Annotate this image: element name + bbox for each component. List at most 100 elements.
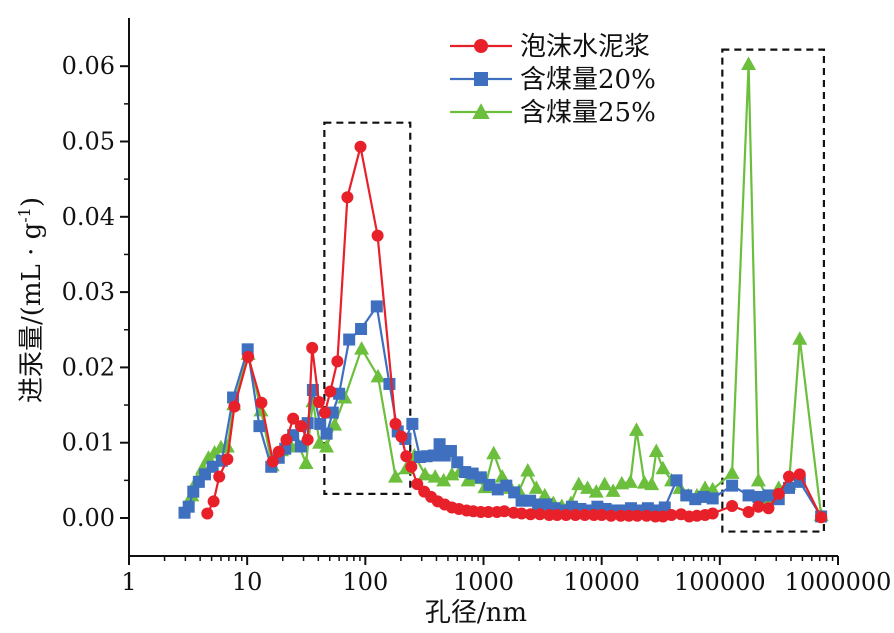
data-point-circle [306, 341, 319, 354]
x-tick-label: 100000 [674, 568, 766, 596]
data-point-square [670, 474, 683, 487]
data-point-square [474, 72, 488, 86]
data-point-triangle [436, 472, 452, 487]
data-point-triangle [537, 487, 553, 502]
data-point-circle [242, 350, 255, 363]
data-point-circle [221, 453, 234, 466]
data-point-triangle [622, 474, 638, 488]
data-point-circle [640, 509, 653, 522]
series-layer [178, 56, 829, 524]
data-point-circle [815, 511, 828, 524]
data-point-square [406, 417, 419, 430]
data-point-triangle [644, 476, 660, 491]
legend-item: 泡沫水泥浆 [450, 32, 650, 62]
data-point-circle [207, 495, 220, 508]
y-tick-label: 0.01 [62, 429, 115, 457]
data-point-circle [354, 140, 367, 153]
data-point-square [742, 489, 755, 502]
data-point-square [726, 479, 739, 492]
data-point-triangle [580, 480, 596, 494]
data-point-triangle [588, 484, 604, 498]
data-point-circle [569, 508, 582, 521]
data-point-triangle [494, 469, 510, 483]
series-line [206, 146, 823, 518]
data-point-square [650, 504, 663, 517]
data-point-square [582, 504, 595, 517]
legend-item: 含煤量25% [450, 98, 656, 128]
data-point-circle [578, 508, 591, 521]
y-axis-title-end: ) [17, 197, 47, 207]
x-axis-title: 孔径/nm [425, 598, 527, 628]
data-point-circle [301, 433, 314, 446]
data-point-triangle [387, 469, 403, 483]
data-point-circle [280, 433, 293, 446]
data-point-square [565, 500, 578, 513]
axes: 1 10 100 1000 10000 100000 1000000 0.00 0.01 0.02… [62, 18, 892, 596]
data-point-circle [752, 500, 765, 513]
data-point-square [314, 417, 327, 430]
data-point-square [451, 456, 464, 469]
data-point-circle [294, 420, 307, 433]
data-point-circle [213, 470, 226, 483]
y-tick-label: 0.06 [62, 52, 115, 80]
data-point-circle [474, 39, 488, 53]
data-point-triangle [298, 455, 314, 470]
data-point-circle [324, 385, 337, 398]
data-point-triangle [741, 56, 757, 70]
data-point-circle [341, 191, 354, 204]
data-point-square [762, 489, 775, 502]
data-point-triangle [750, 472, 766, 487]
highlight-box [323, 121, 412, 496]
data-point-circle [726, 499, 739, 512]
legend-label: 含煤量25% [520, 98, 656, 128]
data-point-circle [312, 396, 325, 409]
data-point-triangle [427, 469, 443, 483]
data-point-circle [793, 468, 806, 481]
y-tick-label: 0.03 [62, 278, 115, 306]
data-point-triangle [655, 460, 671, 475]
data-point-triangle [605, 483, 621, 497]
data-point-square [697, 490, 710, 503]
data-point-circle [622, 509, 635, 522]
data-point-square [370, 300, 383, 313]
data-point-triangle [354, 341, 370, 355]
series-circle [201, 140, 828, 524]
data-point-square [680, 489, 693, 502]
data-point-circle [665, 508, 678, 521]
y-tick-label: 0.00 [62, 504, 115, 532]
data-point-circle [524, 508, 537, 521]
data-point-square [783, 481, 796, 494]
data-point-triangle [528, 480, 544, 494]
data-point-circle [371, 229, 384, 242]
x-tick-label: 100 [342, 568, 388, 596]
data-point-circle [533, 508, 546, 521]
data-point-circle [389, 417, 402, 430]
data-point-circle [201, 507, 214, 520]
highlight-boxes [323, 48, 826, 533]
data-point-square [355, 322, 368, 335]
legend-label: 含煤量20% [520, 65, 656, 95]
y-axis-title: 进汞量/(mL · g-1) [15, 197, 47, 403]
x-tick-label: 1 [121, 568, 136, 596]
data-point-circle [498, 505, 511, 518]
data-point-circle [318, 406, 331, 419]
data-point-circle [595, 508, 608, 521]
data-point-circle [266, 455, 279, 468]
x-tick-label: 1000000 [785, 568, 892, 596]
data-point-triangle [792, 331, 808, 345]
data-point-square [444, 444, 457, 457]
y-axis-title-superscript: -1 [15, 207, 34, 223]
data-point-triangle [472, 103, 490, 119]
legend-item: 含煤量20% [450, 65, 656, 95]
data-point-square [206, 460, 219, 473]
data-point-triangle [648, 443, 664, 457]
data-point-square [253, 420, 266, 433]
data-point-square [182, 500, 195, 513]
data-point-triangle [571, 476, 587, 491]
data-point-circle [560, 508, 573, 521]
legend-label: 泡沫水泥浆 [520, 32, 650, 62]
series-square [178, 300, 828, 523]
data-point-square [383, 377, 396, 390]
